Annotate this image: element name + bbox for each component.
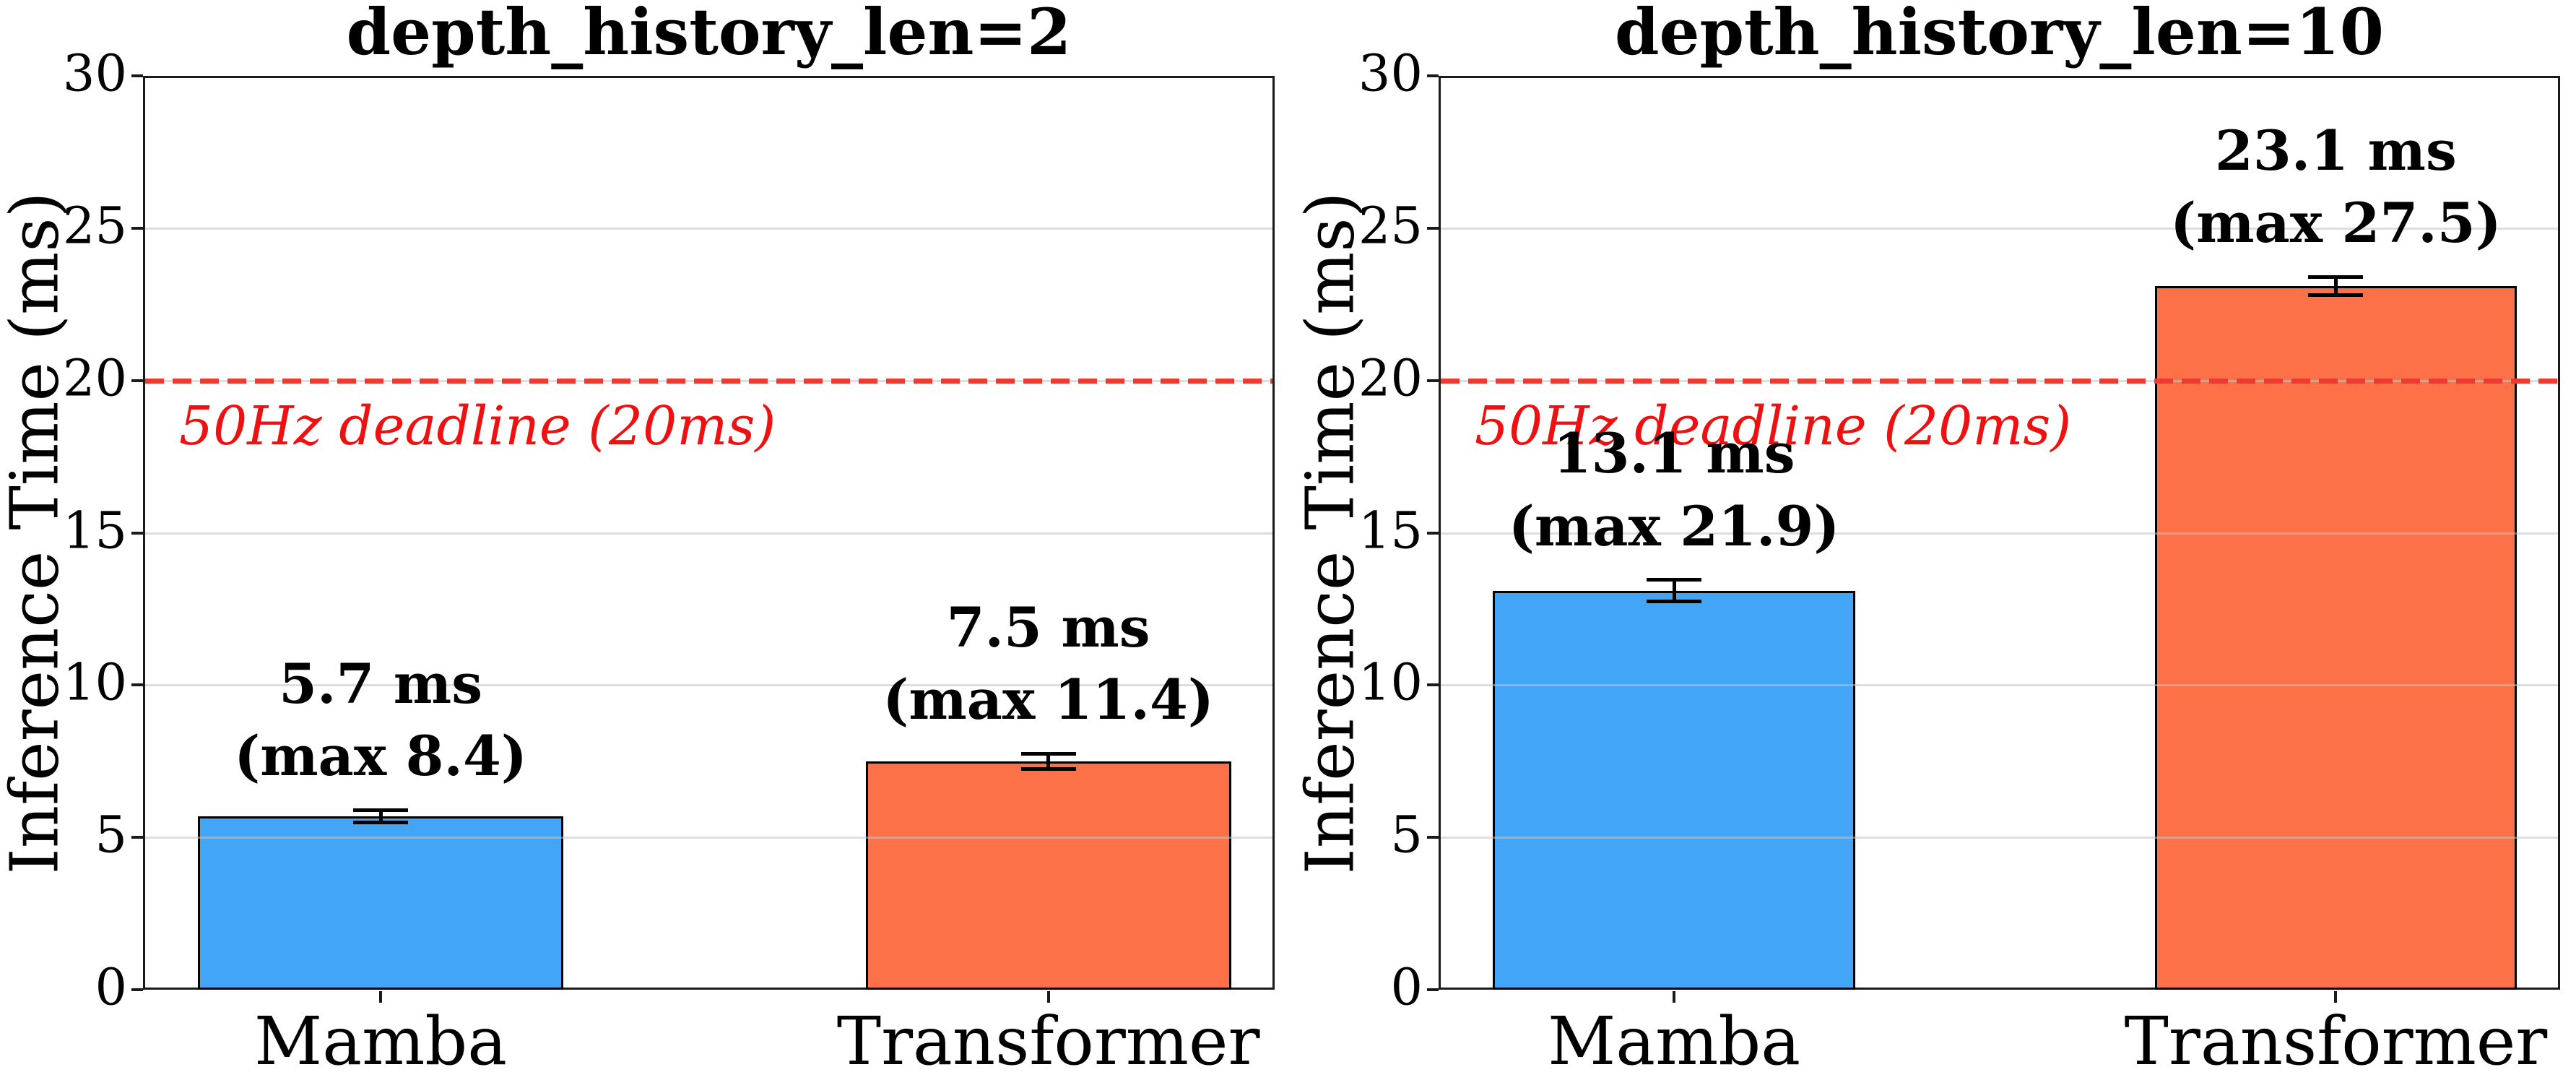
deadline-line <box>145 379 1272 384</box>
bar-value-annotation: 13.1 ms(max 21.9) <box>1349 418 1999 563</box>
bar-value-annotation: 7.5 ms(max 11.4) <box>724 592 1374 737</box>
bar-value-annotation: 5.7 ms(max 8.4) <box>56 648 706 793</box>
panel-title: depth_history_len=10 <box>1439 0 2560 69</box>
y-tick-mark <box>1427 683 1439 686</box>
error-bar-cap <box>2308 293 2363 297</box>
x-tick-mark <box>1673 991 1675 1003</box>
y-tick-mark <box>1427 836 1439 839</box>
bar-value-line: 13.1 ms <box>1349 418 1999 490</box>
gridline-y-15 <box>145 532 1272 535</box>
bar-value-annotation: 23.1 ms(max 27.5) <box>2011 115 2576 260</box>
y-tick-label: 5 <box>1206 805 1423 865</box>
deadline-line <box>1441 379 2558 384</box>
y-tick-mark <box>1427 74 1439 77</box>
bar-max-line: (max 11.4) <box>724 664 1374 736</box>
gridline-y-5 <box>1441 837 2558 839</box>
bar-max-line: (max 8.4) <box>56 720 706 792</box>
y-tick-label: 25 <box>1206 196 1423 256</box>
gridline-y-10 <box>1441 684 2558 686</box>
bar-transformer <box>866 761 1231 990</box>
bar-mamba <box>198 816 563 990</box>
y-tick-mark <box>1427 227 1439 230</box>
error-bar-cap <box>1021 752 1076 756</box>
bar-transformer <box>2155 286 2518 990</box>
x-tick-mark <box>2334 991 2337 1003</box>
x-tick-label: Transformer <box>2011 1003 2576 1080</box>
error-bar-cap <box>1021 767 1076 771</box>
error-bar-cap <box>353 821 408 824</box>
gridline-y-25 <box>145 228 1272 230</box>
gridline-y-5 <box>145 837 1272 839</box>
bar-value-line: 5.7 ms <box>56 648 706 720</box>
error-bar-cap <box>353 808 408 812</box>
error-bar-cap <box>1647 578 1701 582</box>
error-bar <box>2334 277 2338 295</box>
y-tick-label: 30 <box>1206 44 1423 103</box>
error-bar-cap <box>2308 275 2363 279</box>
x-tick-label: Mamba <box>1349 1003 1999 1080</box>
bar-value-line: 7.5 ms <box>724 592 1374 664</box>
bar-max-line: (max 27.5) <box>2011 187 2576 259</box>
error-bar-cap <box>1647 600 1701 603</box>
y-tick-mark <box>1427 379 1439 382</box>
deadline-label: 50Hz deadline (20ms) <box>179 395 776 457</box>
error-bar <box>1673 580 1676 602</box>
bar-mamba <box>1493 591 1855 990</box>
y-tick-mark <box>1427 988 1439 991</box>
bar-value-line: 23.1 ms <box>2011 115 2576 187</box>
bar-max-line: (max 21.9) <box>1349 491 1999 563</box>
